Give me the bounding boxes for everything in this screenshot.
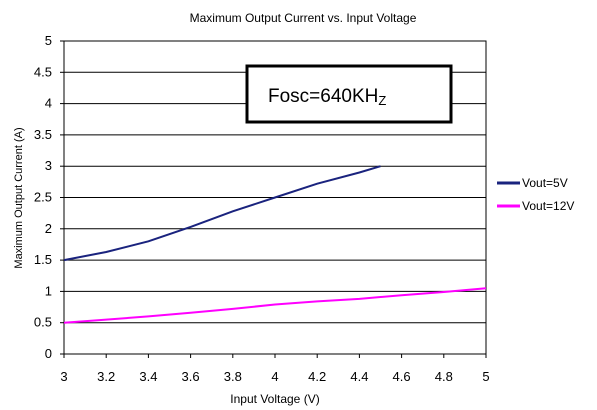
x-tick-label: 3.2 (97, 369, 115, 384)
y-tick-label: 4.5 (34, 64, 52, 79)
y-tick-label: 5 (45, 33, 52, 48)
x-tick-label: 4.4 (350, 369, 368, 384)
x-tick-label: 4 (271, 369, 278, 384)
x-axis-label: Input Voltage (V) (230, 392, 319, 406)
y-tick-label: 3.5 (34, 127, 52, 142)
y-tick-label: 4 (45, 96, 52, 111)
x-tick-label: 3.4 (139, 369, 157, 384)
series-lines (63, 165, 487, 324)
x-tick-label: 5 (482, 369, 489, 384)
series-line-2 (63, 287, 487, 324)
svg-text:Fosc=640KHZ: Fosc=640KHZ (268, 86, 386, 108)
chart-title: Maximum Output Current vs. Input Voltage (190, 11, 417, 25)
x-tick-label: 3.8 (224, 369, 242, 384)
annotation-text: Fosc=640KH (268, 86, 378, 107)
y-tick-label: 1 (45, 283, 52, 298)
annotation-subscript: Z (378, 93, 386, 108)
annotation-box: Fosc=640KHZ (245, 64, 453, 124)
x-axis-ticks: 3 3.2 3.4 3.6 3.8 4 4.2 4.4 4.6 4.8 5 (60, 354, 490, 384)
series-line-1 (63, 165, 381, 262)
y-tick-label: 3 (45, 158, 52, 173)
y-tick-label: 0 (45, 346, 52, 361)
x-tick-label: 3.6 (182, 369, 200, 384)
x-tick-label: 4.2 (308, 369, 326, 384)
legend-label: Vout=5V (522, 176, 568, 190)
x-tick-label: 4.6 (393, 369, 411, 384)
x-tick-label: 3 (60, 369, 67, 384)
y-tick-label: 1.5 (34, 252, 52, 267)
x-tick-label: 4.8 (435, 369, 453, 384)
y-tick-label: 2 (45, 221, 52, 236)
y-axis-label: Maximum Output Current (A) (13, 127, 25, 268)
legend: Vout=5V Vout=12V (497, 176, 574, 213)
legend-label: Vout=12V (522, 199, 574, 213)
y-tick-label: 0.5 (34, 315, 52, 330)
y-axis-ticks: 0 0.5 1 1.5 2 2.5 3 3.5 4 4.5 5 (34, 33, 64, 361)
y-tick-label: 2.5 (34, 190, 52, 205)
